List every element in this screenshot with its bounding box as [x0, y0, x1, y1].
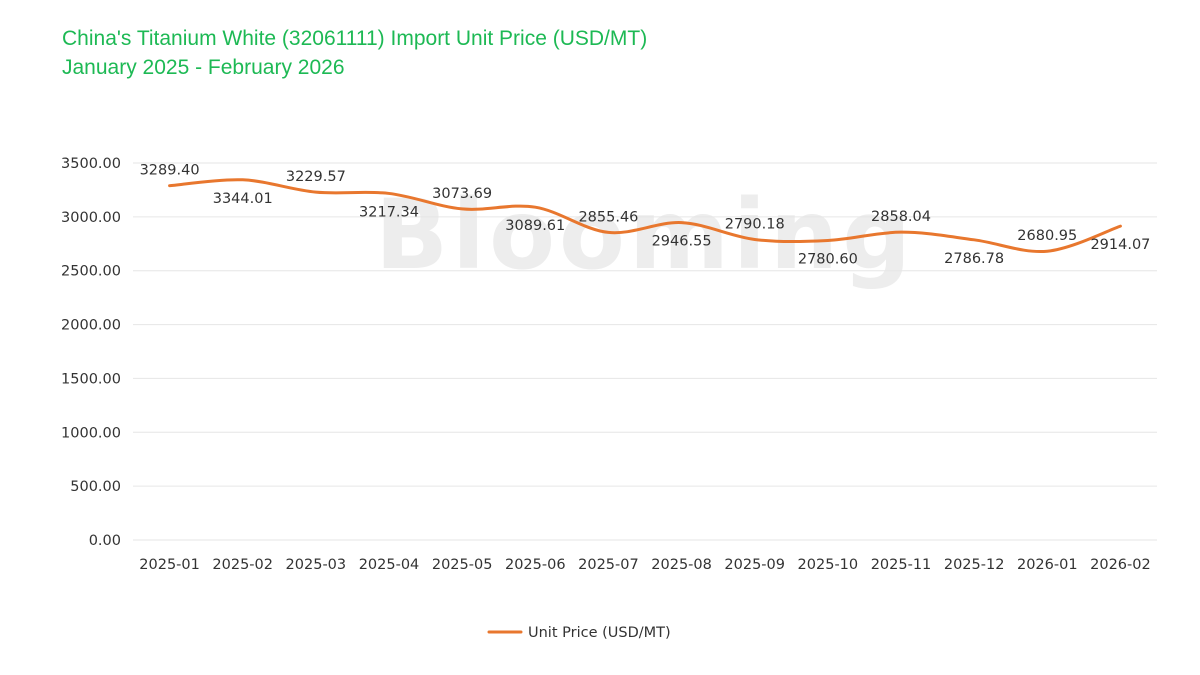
y-tick-label: 3500.00 [61, 156, 121, 172]
y-tick-label: 0.00 [89, 533, 121, 549]
data-label: 3229.57 [286, 169, 346, 185]
chart-title: China's Titanium White (32061111) Import… [62, 27, 648, 50]
y-tick-label: 2500.00 [61, 264, 121, 280]
y-axis-ticks: 0.00 500.00 1000.00 1500.00 2000.00 2500.00 30… [61, 156, 121, 549]
x-tick-label: 2025-05 [432, 557, 493, 573]
x-tick-label: 2025-11 [871, 557, 932, 573]
legend[interactable]: Unit Price (USD/MT) [487, 625, 671, 641]
y-tick-label: 500.00 [70, 479, 121, 495]
series-line [168, 178, 1122, 254]
x-tick-label: 2025-09 [724, 557, 785, 573]
y-tick-label: 2000.00 [61, 318, 121, 334]
data-label: 3344.01 [213, 191, 273, 207]
x-axis-ticks: 2025-01 2025-02 2025-03 2025-04 2025-05 2025-… [139, 557, 1150, 573]
legend-label: Unit Price (USD/MT) [528, 625, 671, 641]
watermark-text: Blooming [375, 179, 915, 291]
x-tick-label: 2025-08 [651, 557, 712, 573]
data-label: 2855.46 [578, 209, 638, 225]
data-label: 2858.04 [871, 209, 931, 225]
y-tick-label: 3000.00 [61, 210, 121, 226]
data-label: 2946.55 [652, 234, 712, 250]
data-label: 3089.61 [505, 218, 565, 234]
x-tick-label: 2025-10 [798, 557, 859, 573]
x-tick-label: 2025-03 [286, 557, 347, 573]
x-tick-label: 2026-02 [1090, 557, 1151, 573]
x-tick-label: 2025-01 [139, 557, 200, 573]
data-label: 3289.40 [140, 163, 200, 179]
x-tick-label: 2025-06 [505, 557, 566, 573]
grid-lines [133, 162, 1157, 541]
data-label: 2780.60 [798, 251, 858, 267]
chart-title-block: China's Titanium White (32061111) Import… [62, 24, 647, 82]
x-tick-label: 2025-07 [578, 557, 639, 573]
y-tick-label: 1500.00 [61, 371, 121, 387]
data-label: 2790.18 [725, 216, 785, 232]
data-label: 3217.34 [359, 204, 419, 220]
x-tick-label: 2025-04 [359, 557, 420, 573]
data-label: 2680.95 [1017, 228, 1077, 244]
data-labels: 3289.40 3344.01 3229.57 3217.34 3073.69 3089.… [140, 163, 1151, 268]
x-tick-label: 2026-01 [1017, 557, 1078, 573]
data-label: 2786.78 [944, 251, 1004, 267]
series-line-group [168, 178, 1122, 254]
x-tick-label: 2025-02 [212, 557, 273, 573]
chart-subtitle: January 2025 - February 2026 [62, 56, 345, 79]
x-tick-label: 2025-12 [944, 557, 1005, 573]
data-label: 3073.69 [432, 186, 492, 202]
data-label: 2914.07 [1090, 237, 1150, 253]
y-tick-label: 1000.00 [61, 425, 121, 441]
